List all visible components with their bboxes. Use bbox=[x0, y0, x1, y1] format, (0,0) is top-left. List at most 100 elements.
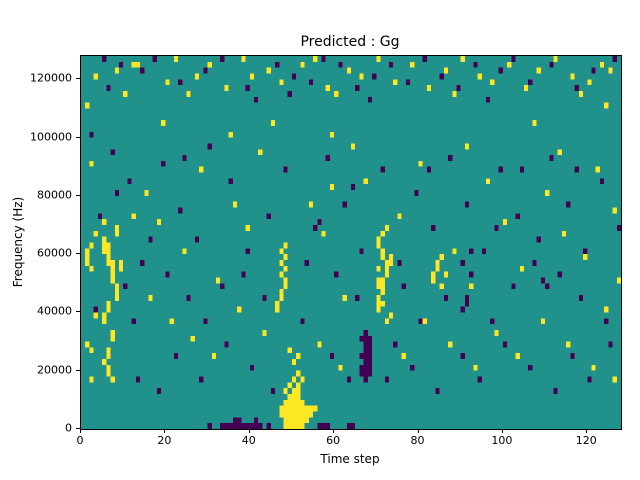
heatmap-cell bbox=[376, 242, 381, 249]
heatmap-cell bbox=[528, 79, 533, 86]
heatmap-cell bbox=[106, 370, 111, 377]
heatmap-cell bbox=[401, 283, 406, 290]
heatmap-cell bbox=[367, 364, 373, 371]
heatmap-cell bbox=[325, 85, 330, 91]
heatmap-cell bbox=[102, 312, 107, 319]
heatmap-cell bbox=[460, 259, 465, 266]
heatmap-cell bbox=[393, 341, 398, 348]
heatmap-cell bbox=[296, 405, 301, 412]
heatmap-cell bbox=[308, 79, 314, 86]
heatmap-cell bbox=[532, 259, 537, 266]
heatmap-cell bbox=[435, 259, 440, 266]
heatmap-cell bbox=[380, 277, 385, 284]
heatmap-cell bbox=[283, 265, 288, 272]
heatmap-cell bbox=[511, 56, 516, 62]
heatmap-cell bbox=[304, 417, 309, 424]
x-tick-mark bbox=[501, 429, 503, 433]
heatmap-cell bbox=[363, 335, 368, 342]
heatmap-cell bbox=[102, 56, 107, 62]
heatmap-cell bbox=[89, 347, 94, 354]
heatmap-cell bbox=[127, 178, 132, 185]
heatmap-cell bbox=[338, 61, 343, 68]
heatmap-cell bbox=[439, 73, 444, 80]
heatmap-cell bbox=[106, 242, 111, 249]
heatmap-cell bbox=[85, 254, 90, 260]
chart-title: Predicted : Gg bbox=[300, 34, 400, 50]
heatmap-cell bbox=[118, 61, 124, 68]
heatmap-cell bbox=[464, 143, 470, 150]
heatmap-cell bbox=[110, 259, 115, 266]
heatmap-cell bbox=[135, 61, 141, 68]
heatmap-cell bbox=[599, 61, 605, 68]
heatmap-cell bbox=[574, 85, 579, 91]
heatmap-cell bbox=[118, 265, 124, 272]
heatmap-cell bbox=[140, 259, 145, 266]
heatmap-cell bbox=[228, 423, 233, 429]
y-tick-label: 40000 bbox=[37, 304, 72, 318]
heatmap-cell bbox=[228, 178, 233, 185]
y-tick-label: 20000 bbox=[37, 363, 72, 377]
heatmap-cell bbox=[363, 178, 368, 185]
heatmap-cell bbox=[131, 213, 136, 220]
heatmap-cell bbox=[287, 399, 292, 406]
heatmap-cell bbox=[397, 213, 402, 220]
heatmap-cell bbox=[114, 225, 119, 231]
heatmap-cell bbox=[426, 166, 432, 173]
heatmap-cell bbox=[570, 73, 575, 80]
heatmap-cell bbox=[300, 423, 305, 429]
heatmap-cell bbox=[110, 277, 115, 284]
heatmap-cell bbox=[106, 259, 111, 266]
heatmap-cell bbox=[291, 388, 297, 395]
heatmap-cell bbox=[283, 399, 288, 406]
heatmap-cell bbox=[140, 67, 145, 74]
heatmap-cell bbox=[376, 265, 381, 272]
heatmap-cell bbox=[570, 353, 575, 360]
heatmap-cell bbox=[102, 219, 107, 226]
heatmap-cell bbox=[380, 230, 385, 237]
heatmap-cell bbox=[587, 79, 592, 86]
heatmap-cell bbox=[144, 190, 149, 196]
heatmap-cell bbox=[321, 423, 326, 429]
x-tick-mark bbox=[80, 429, 81, 433]
heatmap-cell bbox=[376, 56, 381, 62]
heatmap-cell bbox=[287, 382, 292, 389]
heatmap-cell bbox=[359, 335, 364, 342]
heatmap-cell bbox=[106, 254, 111, 260]
heatmap-cell bbox=[431, 277, 436, 284]
x-tick-label: 120 bbox=[575, 434, 597, 447]
heatmap-cell bbox=[266, 67, 271, 74]
heatmap-cell bbox=[300, 417, 305, 424]
heatmap-cell bbox=[106, 364, 111, 371]
heatmap-cell bbox=[296, 399, 301, 406]
heatmap-cell bbox=[279, 411, 284, 418]
heatmap-cell bbox=[566, 201, 571, 208]
y-tick-mark bbox=[76, 428, 80, 429]
heatmap-cell bbox=[118, 259, 124, 266]
heatmap-cell bbox=[388, 259, 394, 266]
heatmap-cell bbox=[114, 294, 119, 301]
heatmap-cell bbox=[604, 102, 609, 109]
heatmap-cell bbox=[207, 143, 212, 150]
heatmap-cell bbox=[190, 335, 195, 342]
heatmap-cell bbox=[93, 230, 98, 237]
heatmap-cell bbox=[93, 73, 98, 80]
heatmap-cell bbox=[220, 283, 225, 290]
heatmap-cell bbox=[460, 56, 465, 62]
heatmap-cell bbox=[110, 335, 115, 342]
heatmap-cell bbox=[224, 341, 229, 348]
heatmap-cell bbox=[245, 85, 250, 91]
heatmap-cell bbox=[241, 423, 246, 429]
heatmap-cell bbox=[612, 376, 617, 383]
heatmap-cell bbox=[393, 79, 398, 86]
heatmap-cell bbox=[283, 283, 288, 290]
heatmap-cell bbox=[283, 254, 288, 260]
heatmap-cell bbox=[287, 347, 292, 354]
x-tick-mark bbox=[586, 429, 588, 433]
heatmap-cell bbox=[165, 271, 170, 278]
heatmap-cell bbox=[367, 96, 373, 103]
heatmap-cell bbox=[89, 160, 94, 167]
heatmap-cell bbox=[291, 423, 297, 429]
heatmap-cell bbox=[258, 149, 263, 156]
heatmap-cell bbox=[173, 56, 179, 62]
heatmap-cell bbox=[85, 259, 90, 266]
